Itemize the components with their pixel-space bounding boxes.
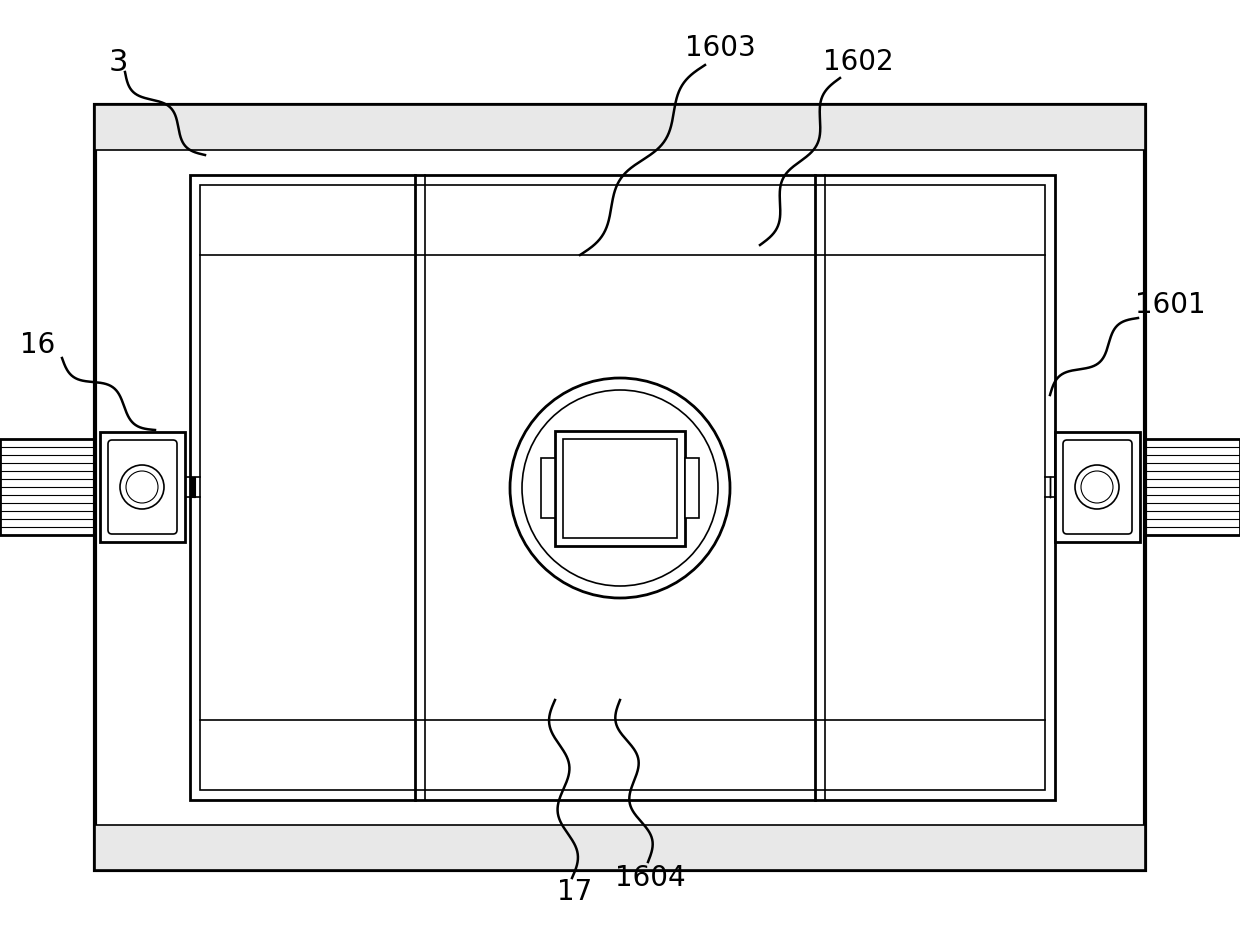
- Text: 1602: 1602: [822, 48, 893, 76]
- Bar: [1055, 432, 1140, 542]
- Text: 1604: 1604: [615, 864, 686, 892]
- Circle shape: [1081, 471, 1114, 503]
- Bar: [1145, 439, 1240, 535]
- Bar: [95, 105, 1145, 870]
- Bar: [200, 185, 1045, 790]
- Bar: [556, 431, 684, 546]
- Bar: [563, 439, 677, 538]
- FancyBboxPatch shape: [1063, 440, 1132, 534]
- Bar: [0, 439, 95, 535]
- Text: 1601: 1601: [1135, 291, 1205, 319]
- Circle shape: [126, 471, 157, 503]
- Bar: [95, 105, 1145, 150]
- FancyBboxPatch shape: [108, 440, 177, 534]
- Bar: [100, 432, 185, 542]
- Circle shape: [1075, 465, 1118, 509]
- Bar: [684, 458, 699, 518]
- Bar: [541, 458, 556, 518]
- Bar: [190, 175, 1055, 800]
- Text: 16: 16: [20, 331, 56, 359]
- Text: 1603: 1603: [684, 34, 755, 62]
- Text: 17: 17: [557, 878, 593, 906]
- Circle shape: [510, 378, 730, 598]
- Text: 3: 3: [108, 48, 128, 76]
- Circle shape: [120, 465, 164, 509]
- Bar: [95, 825, 1145, 870]
